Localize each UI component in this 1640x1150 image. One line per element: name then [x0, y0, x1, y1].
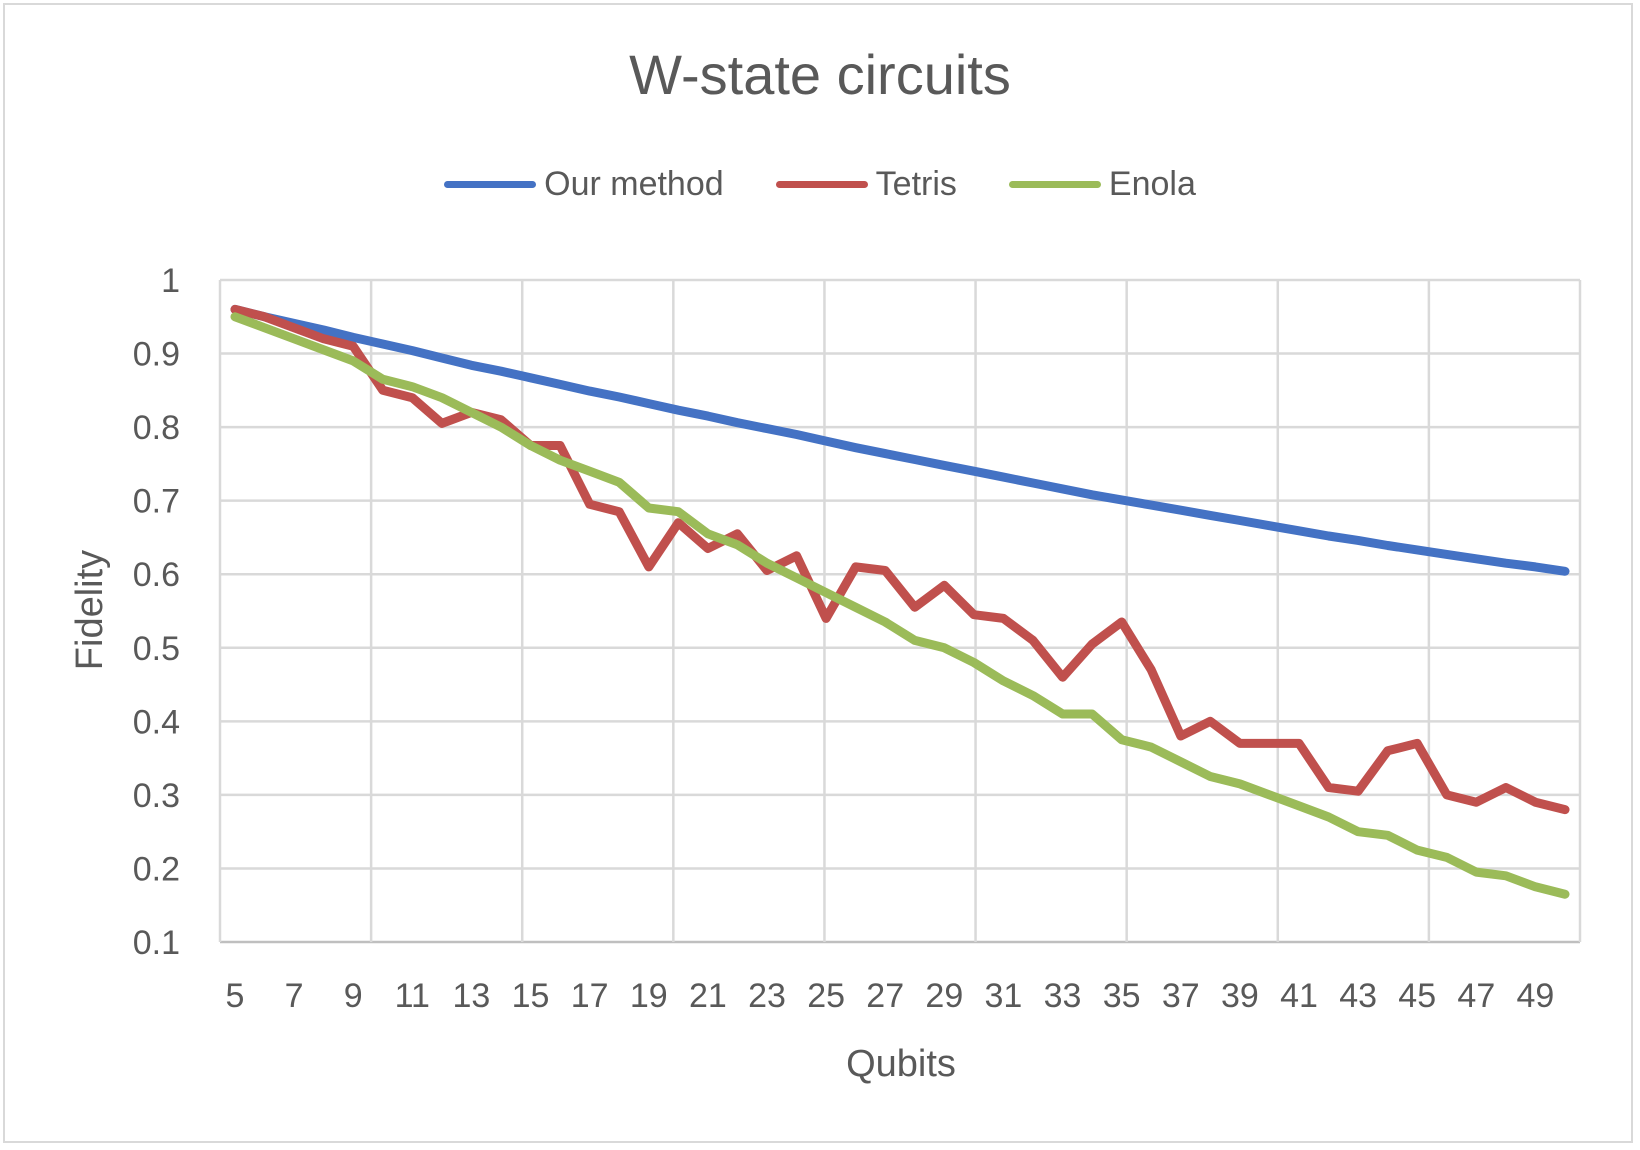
x-tick-label: 41	[1280, 977, 1318, 1015]
x-tick-label: 31	[985, 977, 1023, 1015]
x-tick-label: 23	[748, 977, 786, 1015]
x-tick-label: 19	[630, 977, 668, 1015]
x-tick-label: 37	[1162, 977, 1200, 1015]
legend-item-tetris: Tetris	[775, 165, 957, 204]
x-tick-label: 47	[1457, 977, 1495, 1015]
legend-swatch-enola	[1008, 181, 1101, 188]
x-tick-label: 17	[571, 977, 609, 1015]
x-tick-label: 25	[807, 977, 845, 1015]
series-line-tetris	[230, 304, 1570, 815]
x-tick-label: 49	[1517, 977, 1555, 1015]
legend-item-our-method: Our method	[444, 165, 724, 204]
series-line-enola	[230, 312, 1570, 899]
x-tick-label: 7	[285, 977, 304, 1015]
series-line-our-method	[230, 304, 1570, 576]
x-tick-label: 11	[395, 977, 430, 1015]
x-tick-label: 13	[453, 977, 491, 1015]
x-tick-label: 15	[512, 977, 550, 1015]
x-tick-label: 9	[344, 977, 363, 1015]
legend-swatch-tetris	[775, 181, 868, 188]
y-tick-label: 0.8	[133, 409, 180, 447]
legend-swatch-our-method	[444, 181, 537, 188]
x-tick-labels: 5 7 9 11 13 15 17 19 21 23 25 27 29 31 33 35 37 39 41 43 45 4…	[226, 977, 1555, 1015]
series-lines	[230, 304, 1570, 899]
legend-label-our-method: Our method	[544, 165, 724, 203]
legend-label-tetris: Tetris	[875, 165, 957, 203]
y-axis-title: Fidelity	[69, 550, 111, 670]
x-tick-label: 35	[1103, 977, 1141, 1015]
y-tick-label: 0.7	[133, 483, 180, 521]
y-tick-label: 0.1	[133, 924, 180, 962]
legend-label-enola: Enola	[1108, 165, 1196, 203]
y-tick-label: 0.2	[133, 850, 180, 888]
x-tick-label: 39	[1221, 977, 1259, 1015]
x-axis-title: Qubits	[846, 1043, 956, 1085]
x-tick-label: 43	[1339, 977, 1377, 1015]
x-tick-label: 27	[866, 977, 904, 1015]
x-tick-label: 29	[925, 977, 963, 1015]
chart-title: W-state circuits	[629, 43, 1011, 106]
y-tick-label: 0.5	[133, 630, 180, 668]
y-tick-label: 0.4	[133, 703, 180, 741]
legend-item-enola: Enola	[1008, 165, 1196, 204]
x-tick-label: 5	[226, 977, 245, 1015]
legend: Our method Tetris Enola	[0, 165, 1640, 204]
y-tick-label: 0.9	[133, 336, 180, 374]
gridlines	[218, 278, 1582, 944]
x-tick-label: 21	[689, 977, 727, 1015]
x-tick-label: 33	[1044, 977, 1082, 1015]
y-tick-labels: 0.1 0.2 0.3 0.4 0.5 0.6 0.7 0.8 0.9 1	[133, 262, 180, 962]
y-tick-label: 1	[161, 262, 180, 300]
y-tick-label: 0.3	[133, 777, 180, 815]
x-tick-label: 45	[1398, 977, 1436, 1015]
y-tick-label: 0.6	[133, 556, 180, 594]
